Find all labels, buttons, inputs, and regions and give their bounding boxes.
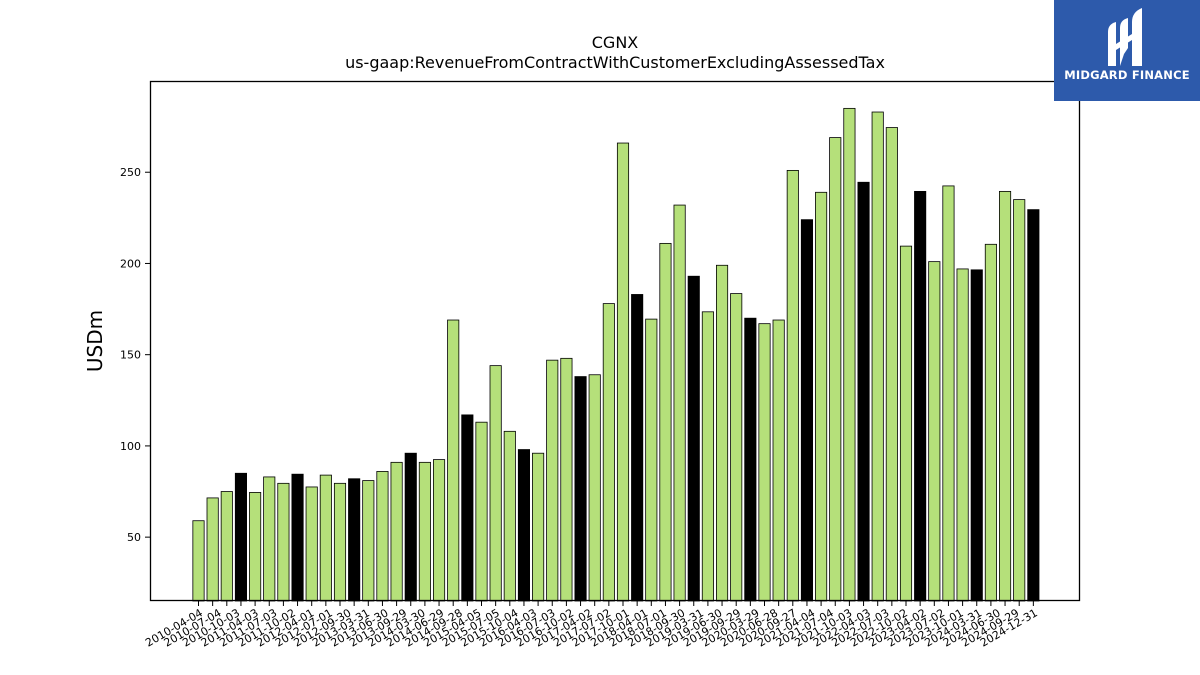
- x-axis-ticks: 2010-04-042010-07-042010-10-032011-04-03…: [143, 601, 1040, 650]
- y-tick-label: 200: [120, 257, 141, 270]
- bars-layer: [192, 107, 1040, 602]
- bar-2022-07-03: [885, 127, 898, 602]
- bar-2024-12-31: [1027, 209, 1040, 602]
- bar-2020-03-29: [758, 323, 771, 602]
- bar-2011-07-03: [263, 476, 276, 602]
- bar-2019-06-30: [716, 264, 729, 602]
- bar-2012-09-30: [333, 482, 347, 602]
- bar-2011-12-31: [291, 473, 304, 602]
- bar-2013-12-31: [404, 452, 417, 602]
- bar-2024-09-29: [1013, 199, 1026, 602]
- bar-2015-12-31: [517, 449, 530, 602]
- bar-2021-04-04: [815, 191, 828, 602]
- bar-2022-10-02: [899, 245, 913, 602]
- bar-2016-10-02: [560, 357, 573, 602]
- chart-subtitle: us-gaap:RevenueFromContractWithCustomerE…: [345, 53, 885, 72]
- bar-2020-09-27: [786, 169, 799, 602]
- bar-2018-07-01: [659, 242, 672, 602]
- bar-2014-12-31: [461, 414, 474, 602]
- bar-2021-07-04: [829, 137, 842, 602]
- bar-2019-09-29: [730, 293, 743, 602]
- bar-2024-03-31: [984, 243, 997, 602]
- bar-2019-12-31: [744, 317, 757, 602]
- bar-2016-12-31: [574, 376, 587, 602]
- bar-2012-04-01: [305, 486, 318, 602]
- bar-2017-04-02: [588, 374, 601, 602]
- bar-2013-09-29: [390, 461, 403, 602]
- bar-2019-03-31: [701, 311, 714, 602]
- bar-2023-10-01: [956, 268, 969, 602]
- y-tick-label: 50: [127, 531, 141, 544]
- y-tick-label: 150: [120, 349, 141, 362]
- bar-2021-10-03: [843, 107, 856, 602]
- bar-2010-07-04: [206, 497, 219, 602]
- bar-2015-10-04: [503, 430, 516, 602]
- bar-2023-07-02: [942, 185, 955, 602]
- bar-2023-04-02: [928, 261, 941, 602]
- bar-2012-07-01: [319, 474, 332, 602]
- bar-2015-04-05: [475, 421, 488, 602]
- bar-2017-07-02: [602, 303, 615, 602]
- bar-2016-07-03: [546, 359, 559, 602]
- plot-frame: [149, 80, 1081, 602]
- bar-2021-12-31: [857, 181, 870, 602]
- y-tick-label: 100: [120, 440, 141, 453]
- bar-2020-06-28: [772, 319, 785, 602]
- bar-2014-03-30: [418, 461, 431, 602]
- chart-title: CGNX: [592, 33, 639, 52]
- bar-2023-12-31: [970, 269, 983, 602]
- y-axis-ticks: 50 100 150 200 250: [120, 166, 150, 544]
- bar-2017-12-31: [631, 294, 644, 602]
- bar-2014-06-29: [432, 459, 446, 602]
- bar-2016-04-03: [532, 452, 545, 602]
- bar-2014-09-28: [447, 319, 460, 602]
- midgard-logo-icon: [1108, 8, 1142, 66]
- bar-2022-04-03: [871, 111, 884, 602]
- bar-2020-12-31: [800, 219, 813, 602]
- bar-2024-06-30: [999, 190, 1012, 602]
- bar-2010-10-03: [220, 491, 233, 602]
- bar-2018-04-01: [645, 318, 658, 602]
- midgard-finance-logo: MIDGARD FINANCE: [1054, 0, 1200, 101]
- bar-2013-03-31: [362, 480, 375, 602]
- bar-2015-07-05: [489, 365, 502, 602]
- bar-2010-12-31: [234, 472, 248, 602]
- bar-2017-10-01: [616, 142, 630, 602]
- logo-text: MIDGARD FINANCE: [1064, 68, 1190, 82]
- y-tick-label: 250: [120, 166, 141, 179]
- bar-2012-12-31: [348, 478, 361, 602]
- bar-2018-09-30: [673, 204, 686, 602]
- bar-2013-06-30: [376, 471, 389, 602]
- bar-2010-04-04: [192, 520, 205, 602]
- y-axis-label: USDm: [83, 310, 107, 372]
- bar-2011-10-02: [277, 482, 290, 602]
- bar-2018-12-31: [687, 275, 700, 602]
- bar-2011-04-03: [249, 492, 262, 602]
- bar-2022-12-31: [914, 190, 927, 602]
